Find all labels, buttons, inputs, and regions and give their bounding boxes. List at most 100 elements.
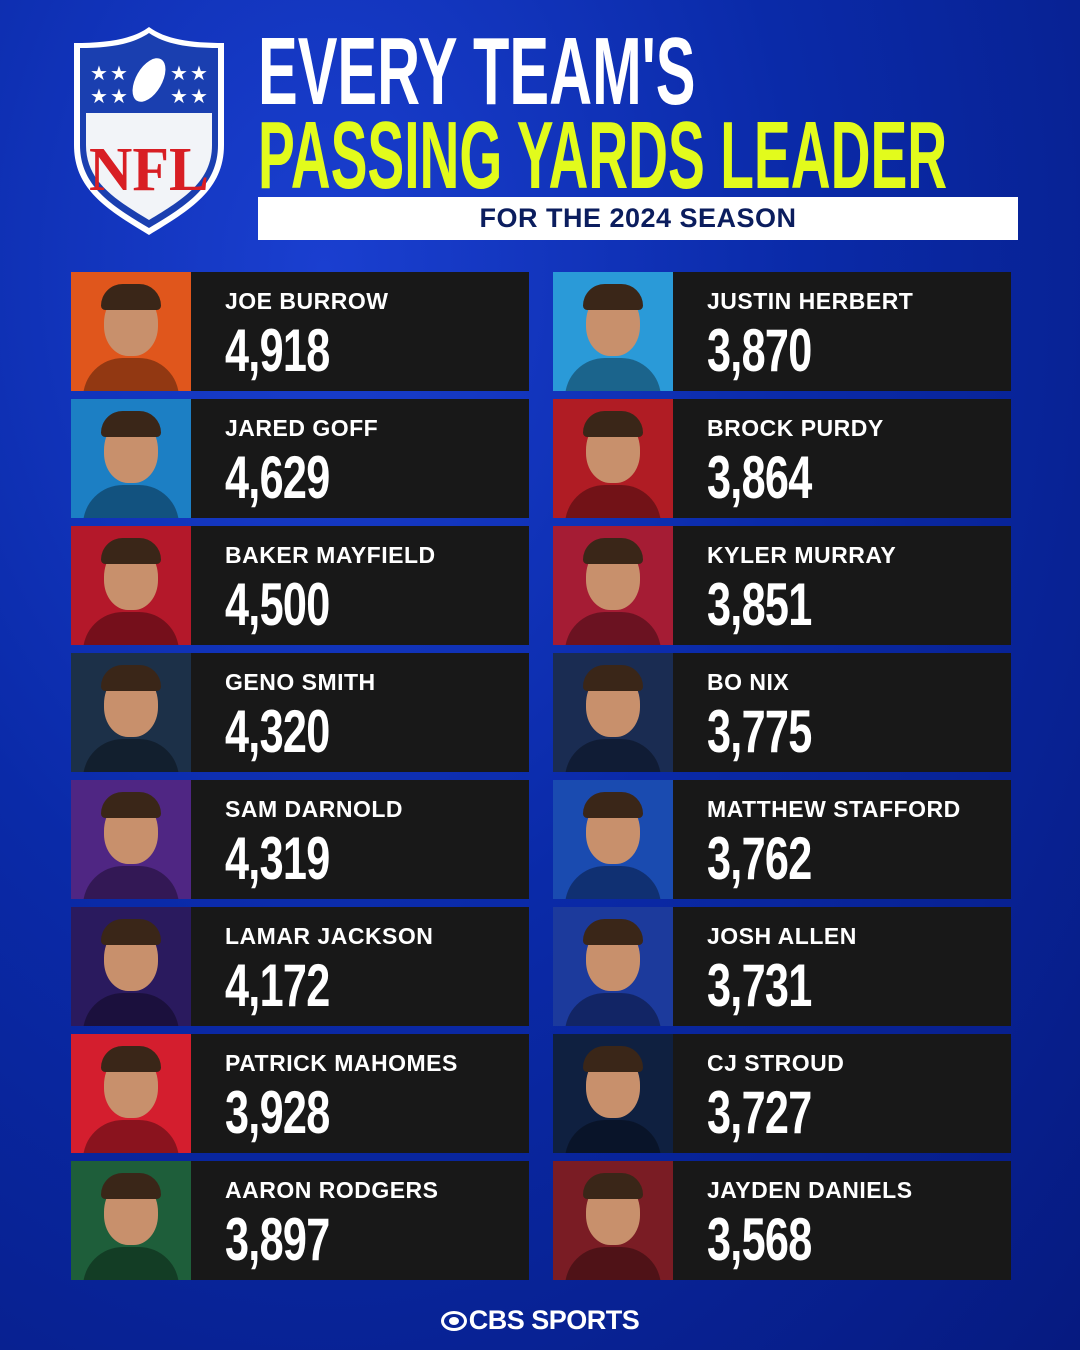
svg-text:★: ★ (90, 63, 108, 85)
hair (583, 538, 643, 564)
jersey (565, 1120, 661, 1153)
jersey (565, 739, 661, 772)
player-photo (553, 526, 673, 645)
passing-yards: 3,762 (707, 825, 812, 892)
player-card: JAYDEN DANIELS 3,568 (553, 1161, 1011, 1280)
player-name: LAMAR JACKSON (225, 923, 434, 949)
svg-text:★: ★ (110, 86, 128, 108)
svg-text:★: ★ (190, 63, 208, 85)
jersey (565, 993, 661, 1026)
hair (583, 1046, 643, 1072)
hair (101, 919, 161, 945)
player-card: BO NIX 3,775 (553, 653, 1011, 772)
hair (583, 919, 643, 945)
player-name: PATRICK MAHOMES (225, 1050, 458, 1076)
passing-yards: 4,500 (225, 571, 330, 638)
player-card: BROCK PURDY 3,864 (553, 399, 1011, 518)
passing-yards: 3,731 (707, 952, 812, 1019)
passing-yards: 3,870 (707, 317, 812, 384)
player-photo (553, 653, 673, 772)
player-card: JOSH ALLEN 3,731 (553, 907, 1011, 1026)
title-line-1: EVERY TEAM'S (258, 18, 696, 125)
jersey (83, 739, 179, 772)
hair (583, 1173, 643, 1199)
passing-yards: 3,851 (707, 571, 812, 638)
player-photo (71, 653, 191, 772)
player-card: JUSTIN HERBERT 3,870 (553, 272, 1011, 391)
player-card: JOE BURROW 4,918 (71, 272, 529, 391)
player-photo (553, 272, 673, 391)
passing-yards: 4,172 (225, 952, 330, 1019)
hair (101, 1046, 161, 1072)
jersey (83, 866, 179, 899)
player-photo (71, 780, 191, 899)
subtitle-banner: FOR THE 2024 SEASON (258, 197, 1018, 240)
player-photo (553, 780, 673, 899)
player-photo (553, 907, 673, 1026)
cbs-sports-logo: CBS SPORTS (0, 1305, 1080, 1336)
jersey (83, 358, 179, 391)
player-name: BAKER MAYFIELD (225, 542, 436, 568)
player-photo (71, 907, 191, 1026)
hair (583, 411, 643, 437)
jersey (83, 1120, 179, 1153)
player-card: PATRICK MAHOMES 3,928 (71, 1034, 529, 1153)
svg-text:NFL: NFL (89, 136, 209, 204)
player-card: LAMAR JACKSON 4,172 (71, 907, 529, 1026)
player-photo (71, 526, 191, 645)
title-line-2: PASSING YARDS LEADER (258, 102, 948, 209)
svg-text:★: ★ (110, 63, 128, 85)
player-name: BO NIX (707, 669, 790, 695)
hair (583, 665, 643, 691)
jersey (565, 1247, 661, 1280)
jersey (565, 485, 661, 518)
cbs-eye-icon (440, 1311, 467, 1331)
passing-yards: 3,568 (707, 1206, 812, 1273)
svg-text:★: ★ (90, 86, 108, 108)
player-name: JARED GOFF (225, 415, 379, 441)
player-photo (553, 1161, 673, 1280)
player-photo (553, 1034, 673, 1153)
player-card: CJ STROUD 3,727 (553, 1034, 1011, 1153)
passing-yards: 4,320 (225, 698, 330, 765)
jersey (83, 993, 179, 1026)
player-photo (71, 399, 191, 518)
hair (101, 284, 161, 310)
player-name: GENO SMITH (225, 669, 376, 695)
jersey (83, 612, 179, 645)
player-name: JOE BURROW (225, 288, 389, 314)
svg-text:★: ★ (190, 86, 208, 108)
player-photo (71, 1034, 191, 1153)
jersey (83, 485, 179, 518)
passing-yards: 3,864 (707, 444, 812, 511)
player-card: GENO SMITH 4,320 (71, 653, 529, 772)
hair (583, 284, 643, 310)
player-card: SAM DARNOLD 4,319 (71, 780, 529, 899)
jersey (565, 358, 661, 391)
svg-text:★: ★ (170, 86, 188, 108)
hair (101, 1173, 161, 1199)
hair (583, 792, 643, 818)
passing-yards: 3,928 (225, 1079, 330, 1146)
hair (101, 538, 161, 564)
passing-yards: 3,727 (707, 1079, 812, 1146)
hair (101, 665, 161, 691)
player-photo (553, 399, 673, 518)
jersey (83, 1247, 179, 1280)
player-name: JOSH ALLEN (707, 923, 857, 949)
player-photo (71, 272, 191, 391)
player-photo (71, 1161, 191, 1280)
player-name: SAM DARNOLD (225, 796, 403, 822)
jersey (565, 612, 661, 645)
player-card: MATTHEW STAFFORD 3,762 (553, 780, 1011, 899)
player-card: BAKER MAYFIELD 4,500 (71, 526, 529, 645)
player-card: KYLER MURRAY 3,851 (553, 526, 1011, 645)
hair (101, 411, 161, 437)
hair (101, 792, 161, 818)
passing-yards: 4,629 (225, 444, 330, 511)
jersey (565, 866, 661, 899)
player-name: JUSTIN HERBERT (707, 288, 914, 314)
player-name: KYLER MURRAY (707, 542, 897, 568)
player-name: BROCK PURDY (707, 415, 884, 441)
nfl-logo: NFL ★ ★ ★ ★★ ★ ★ ★ (74, 27, 224, 235)
